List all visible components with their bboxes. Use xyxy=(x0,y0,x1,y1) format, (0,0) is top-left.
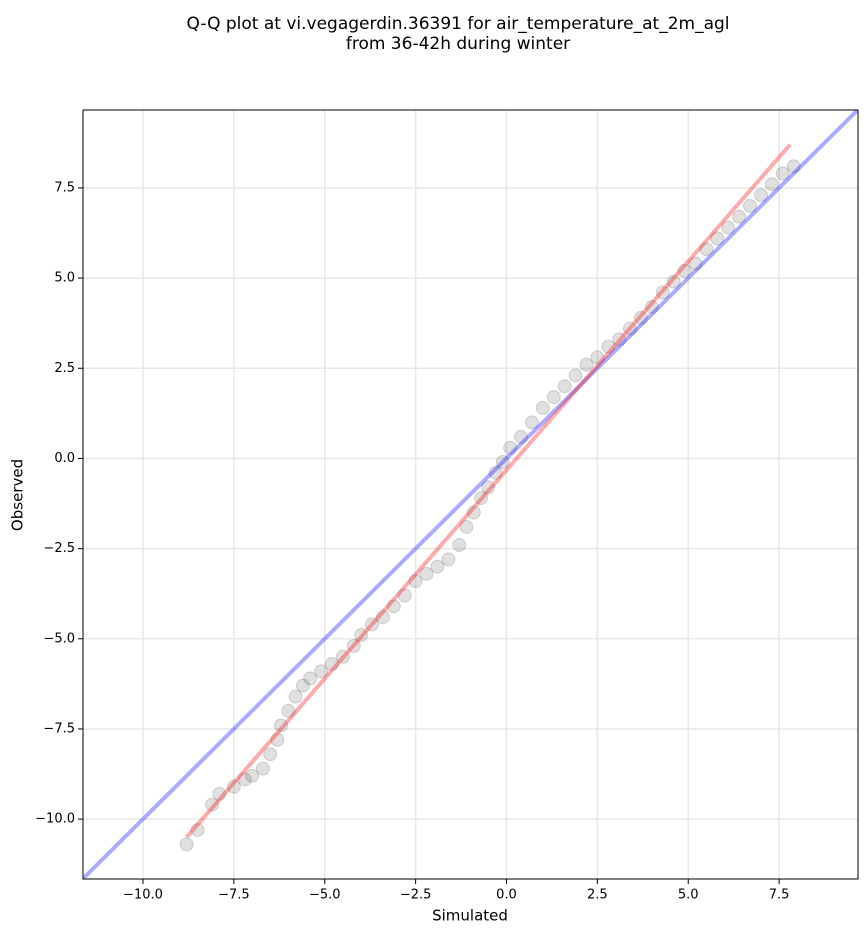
chart-title: Q-Q plot at vi.vegagerdin.36391 for air_… xyxy=(186,14,729,34)
point xyxy=(666,274,681,289)
point xyxy=(255,761,270,776)
reference-line xyxy=(185,143,792,839)
point xyxy=(190,822,205,837)
point xyxy=(430,559,445,574)
point xyxy=(633,310,648,325)
point xyxy=(325,657,340,672)
point xyxy=(354,628,369,643)
y-axis-label: Observed xyxy=(9,459,27,531)
x-tick-label: −10.0 xyxy=(123,888,163,903)
point xyxy=(303,671,318,686)
point xyxy=(335,649,350,664)
point xyxy=(237,772,252,787)
point xyxy=(346,638,361,653)
point xyxy=(644,299,659,314)
point xyxy=(524,415,539,430)
point xyxy=(623,321,638,336)
y-tick-label: −10.0 xyxy=(35,812,75,827)
point xyxy=(408,574,423,589)
point xyxy=(459,519,474,534)
point xyxy=(732,209,747,224)
point xyxy=(601,339,616,354)
point xyxy=(452,537,467,552)
y-tick-label: 7.5 xyxy=(54,180,75,195)
y-tick-label: −2.5 xyxy=(43,541,75,556)
point xyxy=(397,588,412,603)
y-tick-label: 0.0 xyxy=(54,451,75,466)
point xyxy=(314,664,329,679)
chart-title: from 36-42h during winter xyxy=(346,34,570,54)
point xyxy=(710,231,725,246)
point xyxy=(270,732,285,747)
point xyxy=(205,797,220,812)
point xyxy=(495,455,510,470)
point xyxy=(579,357,594,372)
x-tick-label: 5.0 xyxy=(678,888,699,903)
point xyxy=(226,779,241,794)
point xyxy=(274,718,289,733)
point xyxy=(441,552,456,567)
point xyxy=(295,678,310,693)
point xyxy=(288,689,303,704)
point xyxy=(263,747,278,762)
point xyxy=(281,703,296,718)
point xyxy=(775,166,790,181)
point xyxy=(488,465,503,480)
point xyxy=(688,256,703,271)
point xyxy=(386,599,401,614)
plot-frame xyxy=(82,109,859,880)
y-tick-label: −7.5 xyxy=(43,721,75,736)
x-tick-label: −2.5 xyxy=(400,888,432,903)
point xyxy=(699,242,714,257)
point xyxy=(245,768,260,783)
x-tick-label: −5.0 xyxy=(309,888,341,903)
point xyxy=(590,350,605,365)
point xyxy=(743,198,758,213)
x-tick-label: 0.0 xyxy=(496,888,517,903)
x-tick-label: 7.5 xyxy=(769,888,790,903)
point xyxy=(557,379,572,394)
point xyxy=(481,480,496,495)
point xyxy=(364,617,379,632)
y-tick-label: 2.5 xyxy=(54,361,75,376)
point xyxy=(375,610,390,625)
point xyxy=(474,491,489,506)
x-axis-label: Simulated xyxy=(432,907,508,925)
point xyxy=(535,400,550,415)
point xyxy=(677,263,692,278)
x-tick-label: 2.5 xyxy=(587,888,608,903)
point xyxy=(568,368,583,383)
point xyxy=(503,440,518,455)
point xyxy=(786,159,801,174)
point xyxy=(753,188,768,203)
y-tick-label: −5.0 xyxy=(43,631,75,646)
point xyxy=(514,429,529,444)
point xyxy=(212,786,227,801)
point xyxy=(612,332,627,347)
x-tick-label: −7.5 xyxy=(218,888,250,903)
reference-line xyxy=(83,110,858,879)
point xyxy=(179,837,194,852)
point xyxy=(466,505,481,520)
y-tick-label: 5.0 xyxy=(54,271,75,286)
point xyxy=(419,566,434,581)
point xyxy=(764,177,779,192)
point xyxy=(546,390,561,405)
point xyxy=(721,220,736,235)
point xyxy=(655,285,670,300)
